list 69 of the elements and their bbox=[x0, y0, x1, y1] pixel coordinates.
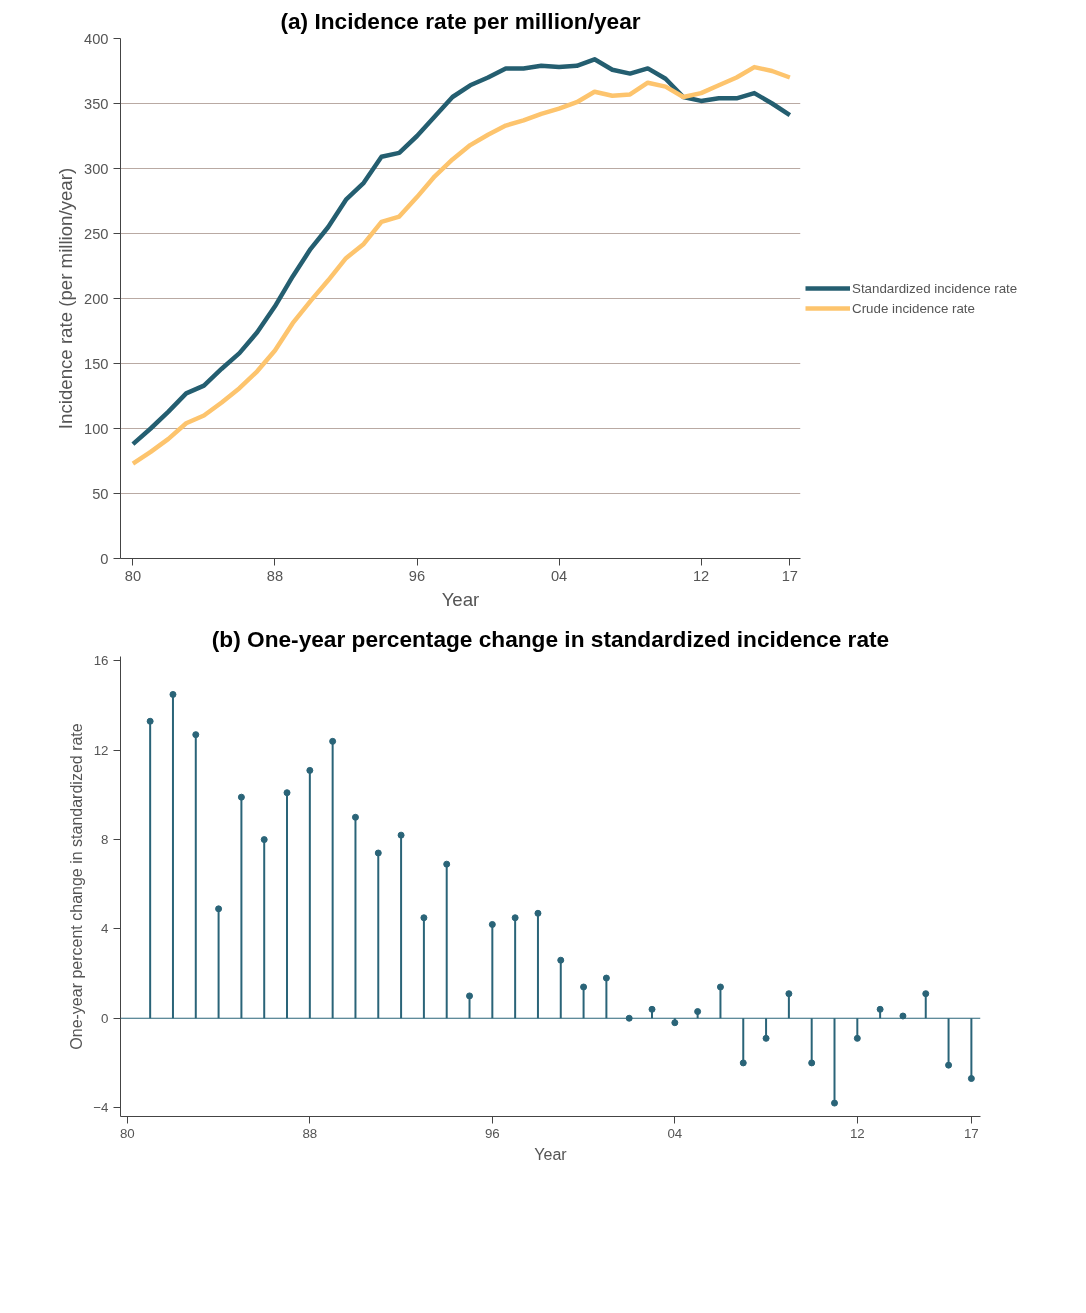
y-tick-label: 200 bbox=[84, 290, 109, 307]
point bbox=[557, 956, 565, 964]
point bbox=[329, 737, 337, 745]
point bbox=[967, 1075, 975, 1083]
x-tick-label: 04 bbox=[550, 567, 568, 584]
x-tick-label: 12 bbox=[692, 567, 710, 584]
point bbox=[192, 731, 200, 739]
point bbox=[511, 914, 519, 922]
point bbox=[648, 1005, 656, 1013]
x-tick-label: 17 bbox=[781, 567, 799, 584]
x-tick-label: 12 bbox=[849, 1125, 865, 1141]
y-tick-label: 400 bbox=[84, 30, 109, 47]
point bbox=[488, 920, 496, 928]
x-tick-label: 80 bbox=[124, 567, 142, 584]
point bbox=[397, 831, 405, 839]
y-tick-label: 50 bbox=[92, 485, 109, 502]
point bbox=[694, 1008, 702, 1016]
point bbox=[146, 717, 154, 725]
point bbox=[237, 793, 245, 801]
x-tick-label: 80 bbox=[119, 1125, 135, 1141]
point bbox=[876, 1005, 884, 1013]
y-tick-label: 8 bbox=[101, 832, 109, 848]
y-tick-label: 250 bbox=[84, 225, 109, 242]
x-tick-label: 96 bbox=[408, 567, 426, 584]
point bbox=[283, 789, 291, 797]
point bbox=[215, 905, 223, 913]
y-axis-title: One-year percent change in standardized rate bbox=[68, 723, 86, 1050]
y-tick-label: 0 bbox=[100, 550, 109, 567]
x-tick-label: 04 bbox=[667, 1125, 683, 1141]
y-tick-label: 100 bbox=[84, 420, 109, 437]
point bbox=[260, 836, 268, 844]
point bbox=[534, 909, 542, 917]
x-axis-title: Year bbox=[441, 588, 480, 610]
point bbox=[466, 992, 474, 1000]
y-tick-label: 0 bbox=[101, 1010, 109, 1026]
point bbox=[853, 1034, 861, 1042]
point bbox=[374, 849, 382, 857]
x-axis-title: Year bbox=[534, 1145, 568, 1163]
y-tick-label: 150 bbox=[84, 355, 109, 372]
y-tick-label: −4 bbox=[93, 1100, 110, 1116]
point bbox=[716, 983, 724, 991]
x-tick-label: 96 bbox=[484, 1125, 500, 1141]
y-tick-label: 16 bbox=[93, 653, 109, 669]
chart-title: (b) One-year percentage change in standardized incidence rate bbox=[211, 625, 890, 652]
point bbox=[945, 1061, 953, 1069]
legend-label: Crude incidence rate bbox=[852, 300, 975, 316]
x-tick-label: 88 bbox=[302, 1125, 318, 1141]
point bbox=[306, 766, 314, 774]
y-tick-label: 350 bbox=[84, 95, 109, 112]
point bbox=[443, 860, 451, 868]
point bbox=[922, 990, 930, 998]
point bbox=[785, 990, 793, 998]
y-tick-label: 300 bbox=[84, 160, 109, 177]
point bbox=[169, 690, 177, 698]
chart-title: (a) Incidence rate per million/year bbox=[280, 7, 641, 34]
point bbox=[420, 914, 428, 922]
y-axis-title: Incidence rate (per million/year) bbox=[55, 167, 77, 430]
y-tick-label: 4 bbox=[101, 921, 110, 937]
x-tick-label: 88 bbox=[266, 567, 284, 584]
point bbox=[831, 1099, 839, 1107]
point bbox=[739, 1059, 747, 1067]
point bbox=[580, 983, 588, 991]
y-tick-label: 12 bbox=[93, 742, 109, 758]
point bbox=[602, 974, 610, 982]
point bbox=[808, 1059, 816, 1067]
point bbox=[351, 813, 359, 821]
point bbox=[762, 1034, 770, 1042]
x-tick-label: 17 bbox=[963, 1125, 979, 1141]
legend-label: Standardized incidence rate bbox=[852, 280, 1018, 296]
